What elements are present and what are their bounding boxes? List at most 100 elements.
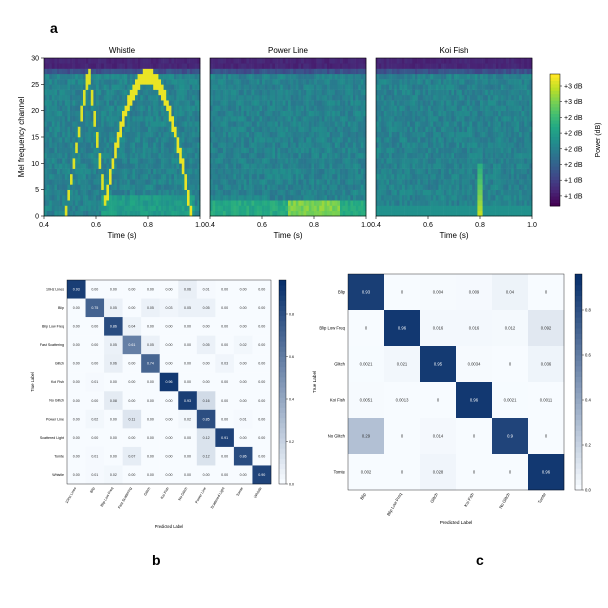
col-label: Blip (359, 491, 367, 500)
x-tick-label: 0.8 (475, 222, 485, 229)
matrix-cell (67, 446, 86, 466)
matrix-cell (67, 280, 86, 299)
confusion-matrix-b: 0.93 0.00 0.00 0.00 0.00 0.00 0.06 0.01 0.00 0.00… (30, 279, 272, 529)
cell-value: 0.00 (147, 473, 154, 477)
cell-value: 0.03 (221, 362, 228, 366)
cell-value: 0.00 (110, 454, 117, 458)
matrix-cell (104, 391, 123, 411)
cell-value: 0.00 (73, 473, 80, 477)
confusion-matrix-c: 0.93 0 0.004 0.009 0.04 0 0 0.96 0.016 0.016 0.012… (312, 273, 565, 525)
x-tick-label: 0.6 (91, 222, 101, 229)
matrix-cell (159, 428, 179, 448)
cell-value: 0.75 (91, 306, 98, 310)
row-label: Tomte (54, 454, 64, 458)
colorbar-tick-label: +2 dB (564, 115, 583, 122)
matrix-cell (67, 298, 86, 318)
cell-value: 0.00 (166, 343, 173, 347)
matrix-cell (122, 428, 142, 448)
cell-value: 0.00 (184, 362, 191, 366)
cell-value: 0.00 (184, 454, 191, 458)
matrix-cell (159, 298, 179, 318)
matrix-cell (196, 428, 216, 448)
matrix-cell (348, 454, 385, 491)
matrix-cell (384, 418, 421, 455)
matrix-cell (528, 454, 565, 491)
col-label: No Glitch (498, 491, 511, 509)
cell-value: 0.00 (73, 399, 80, 403)
cell-value: 0.028 (433, 469, 444, 474)
matrix-cell (233, 428, 253, 448)
col-label: No Glitch (178, 487, 189, 502)
spectrogram-koi-fish: Koi Fish 0.4 0.6 0.8 1.0 Time (s) (371, 46, 537, 240)
matrix-cell (159, 391, 179, 411)
cell-value: 0 (401, 433, 404, 438)
matrix-cell (104, 298, 123, 318)
cell-value: 0.61 (128, 343, 135, 347)
cell-value: 0.00 (240, 380, 247, 384)
col-label: Blip (89, 487, 95, 494)
matrix-cell (348, 382, 385, 419)
cell-value: 0.00 (166, 325, 173, 329)
matrix-cell (348, 274, 385, 311)
cell-value: 0.00 (258, 325, 265, 329)
subplot-title: Power Line (268, 46, 309, 55)
cell-value: 0.00 (221, 473, 228, 477)
matrix-cell (196, 335, 216, 355)
cell-value: 0.91 (221, 436, 228, 440)
row-label: No Glitch (328, 433, 346, 438)
colorbar-tick-label: 0.6 (289, 355, 294, 359)
matrix-cell (528, 418, 565, 455)
cell-value: 0.00 (110, 287, 117, 291)
cell-value: 0.0013 (396, 397, 409, 402)
matrix-cell (233, 446, 253, 466)
cell-value: 0.93 (362, 289, 371, 294)
cell-value: 0.00 (166, 362, 173, 366)
matrix-cell (104, 409, 123, 429)
spectrogram-whistle: Whistle 0.4 0.6 0.8 1.0 Time (s) 0 5 10 15 20 25 30 M… (17, 46, 205, 240)
row-label: Fast Scattering (40, 343, 64, 347)
cell-value: 0.00 (221, 454, 228, 458)
colorbar-tick-label: 0.0 (289, 483, 294, 487)
colorbar-a: +3 dB +3 dB +2 dB +2 dB +2 dB +2 dB +1 dB +1 dB… (549, 73, 602, 207)
cell-value: 0.96 (542, 469, 551, 474)
matrix-cell (215, 465, 235, 485)
matrix-cell (348, 418, 385, 455)
matrix-cell (252, 409, 272, 429)
cell-value: 0.00 (166, 287, 173, 291)
x-tick-label: 0.8 (309, 222, 319, 229)
matrix-cell (456, 382, 493, 419)
cell-value: 0.00 (203, 473, 210, 477)
cell-value: 0.00 (184, 473, 191, 477)
cell-value: 0.00 (128, 306, 135, 310)
matrix-cell (122, 446, 142, 466)
cell-value: 0.00 (258, 362, 265, 366)
cell-value: 0.092 (541, 325, 552, 330)
cell-value: 0.0021 (504, 397, 517, 402)
colorbar-frame (549, 73, 561, 207)
cell-value: 0.00 (128, 287, 135, 291)
cell-value: 0.00 (184, 325, 191, 329)
matrix-cell (233, 335, 253, 355)
matrix-cell (141, 317, 160, 336)
cell-value: 0.93 (73, 287, 80, 291)
matrix-cell (420, 382, 457, 419)
cell-value: 0.00 (110, 380, 117, 384)
colorbar-tick-label: 0.4 (585, 398, 591, 403)
cell-value: 0.0011 (540, 397, 553, 402)
matrix-cell (252, 372, 272, 392)
matrix-cell (178, 391, 198, 411)
cell-value: 0.00 (147, 380, 154, 384)
row-label: Blip Low Freq (319, 325, 345, 330)
row-label: No Glitch (49, 399, 64, 403)
matrix-cell (178, 428, 198, 448)
matrix-cell (141, 409, 160, 429)
matrix-cell (141, 335, 160, 355)
col-label: Scattered Light (210, 487, 226, 510)
matrix-cell (104, 465, 123, 485)
cell-value: 0.00 (203, 380, 210, 384)
matrix-cell (104, 354, 123, 373)
matrix-cell (420, 418, 457, 455)
matrix-cell (122, 409, 142, 429)
y-tick-label: 30 (31, 56, 39, 63)
